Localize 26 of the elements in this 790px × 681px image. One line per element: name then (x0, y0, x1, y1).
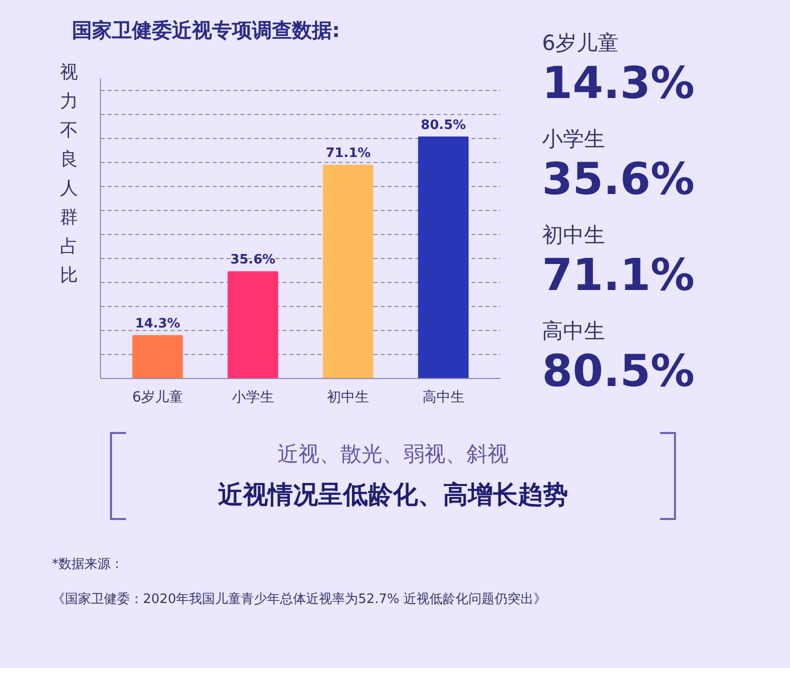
text: 6岁儿童 (542, 30, 620, 57)
text: 14.3% (542, 58, 695, 110)
x-tick-label: 高中生 (422, 390, 464, 406)
text: 高中生 (542, 318, 606, 345)
text: 初中生 (542, 222, 606, 249)
text: 近视情况呈低龄化、高增长趋势 (217, 479, 569, 512)
chart-title: 国家卫健委近视专项调查数据: (71, 17, 340, 44)
x-tick-label: 6岁儿童 (132, 390, 184, 406)
bar (228, 271, 278, 378)
x-tick-label: 小学生 (232, 390, 274, 406)
bar (322, 164, 374, 378)
text: *数据来源： (52, 556, 124, 574)
text: 小学生 (542, 126, 606, 153)
bar (418, 136, 469, 378)
text: 《国家卫健委：2020年我国儿童青少年总体近视率为52.7% 近视低龄化问题仍突出》 (52, 590, 548, 609)
text: 71.1% (542, 250, 695, 302)
data-label: 80.5% (420, 118, 466, 133)
x-tick-label: 初中生 (327, 390, 370, 406)
text: 80.5% (542, 346, 695, 398)
bar (132, 335, 183, 378)
data-label: 35.6% (230, 252, 276, 268)
data-label: 14.3% (135, 316, 180, 332)
text: 35.6% (542, 154, 695, 206)
text: 近视、散光、弱视、斜视 (276, 441, 510, 468)
y-axis-title: 视力不良人群占比 (59, 61, 78, 288)
data-label: 71.1% (326, 146, 371, 162)
